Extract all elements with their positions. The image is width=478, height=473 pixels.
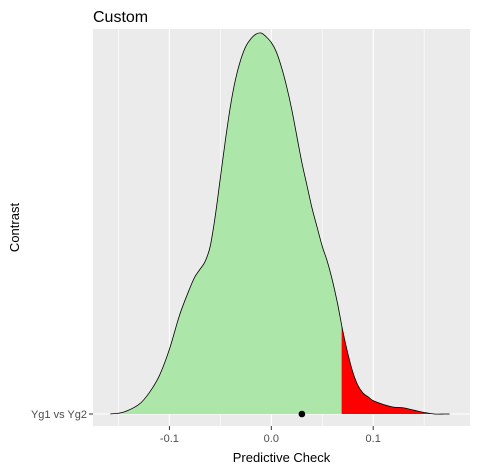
density-outline <box>110 32 450 415</box>
chart-title: Custom <box>93 9 148 26</box>
density-area-tail <box>341 324 450 415</box>
y-tick-label: Yg1 vs Yg2 <box>31 409 87 421</box>
density-area-main <box>110 32 342 414</box>
x-axis-ticks: -0.1 0.0 0.1 <box>160 426 381 445</box>
x-tick-label: 0.0 <box>264 433 279 445</box>
x-axis-label: Predictive Check <box>233 450 331 465</box>
x-tick-label: 0.1 <box>366 433 381 445</box>
y-axis-label: Contrast <box>7 203 22 253</box>
observed-point <box>298 410 306 418</box>
x-tick-label: -0.1 <box>160 433 179 445</box>
y-axis-ticks: Yg1 vs Yg2 <box>31 409 93 421</box>
